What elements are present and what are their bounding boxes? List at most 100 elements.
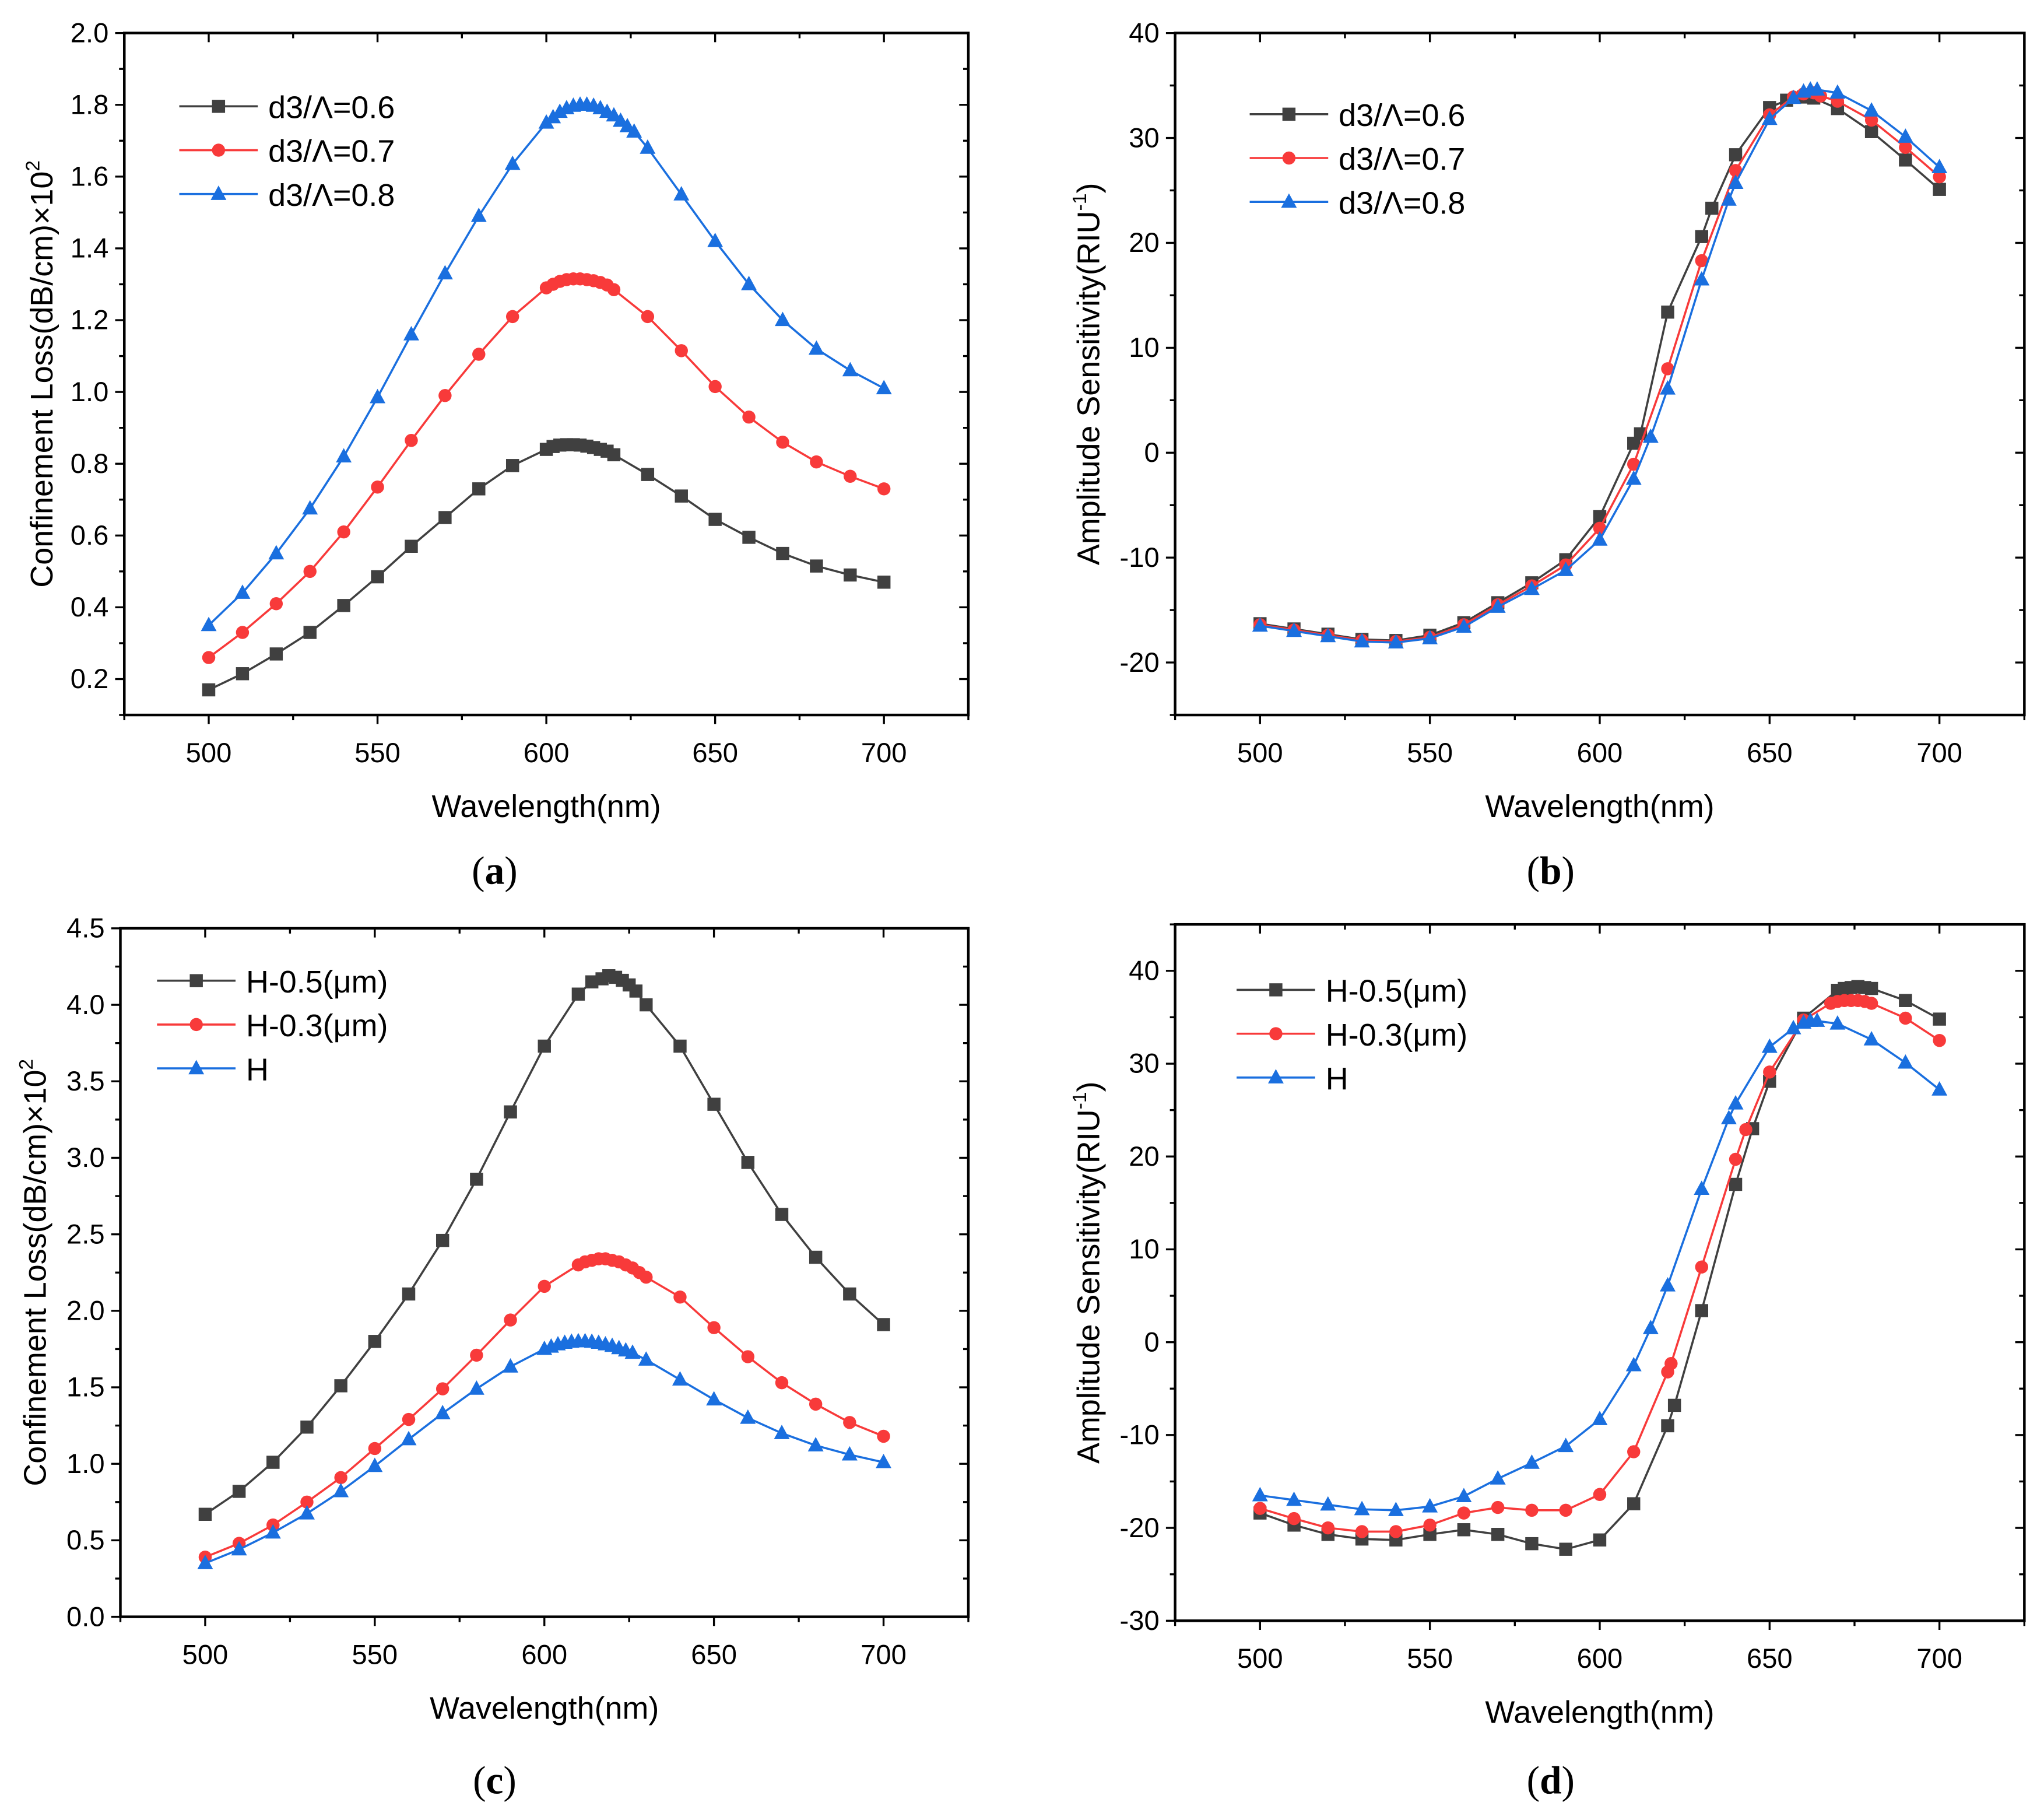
data-point	[436, 1233, 449, 1247]
y-tick-label: 10	[1129, 332, 1159, 363]
data-point	[1864, 125, 1878, 138]
data-point	[841, 1446, 858, 1461]
legend-marker-square	[212, 100, 226, 113]
data-point	[1695, 254, 1709, 268]
y-tick-label: 0.0	[66, 1601, 105, 1632]
caption-letter: d	[1540, 1759, 1561, 1803]
data-point	[202, 651, 216, 664]
legend-marker-triangle	[1281, 193, 1297, 208]
data-point	[438, 389, 452, 402]
legend-label: d3/Λ=0.7	[268, 134, 395, 169]
data-point	[774, 1425, 790, 1439]
y-tick-label: 0.2	[71, 663, 109, 694]
plot-frame	[122, 31, 970, 717]
legend-item: H-0.5(μm)	[157, 965, 388, 1000]
data-point	[741, 275, 757, 290]
data-point	[1667, 1398, 1681, 1412]
data-point	[640, 998, 653, 1012]
data-point	[504, 1313, 517, 1327]
y-tick-label: 0	[1144, 437, 1159, 468]
x-tick-label: 500	[1237, 1643, 1283, 1674]
y-tick-label: 20	[1129, 1141, 1159, 1172]
data-point	[371, 481, 384, 494]
caption-paren: (	[1527, 849, 1540, 893]
data-point	[808, 340, 824, 355]
y-axis-label-superscript: 2	[22, 160, 44, 171]
data-point	[472, 482, 486, 496]
x-tick-label: 650	[691, 1639, 737, 1670]
data-point	[1320, 627, 1336, 643]
y-axis-label-main: Amplitude Sensitivity(RIU	[1071, 1109, 1106, 1464]
legend-marker-square	[189, 974, 203, 987]
data-point	[1491, 1528, 1505, 1541]
y-axis-label-tail: )	[1071, 183, 1106, 194]
data-point	[232, 1485, 246, 1498]
data-point	[368, 1335, 382, 1348]
data-point	[402, 1287, 416, 1301]
legend-marker-circle	[189, 1018, 203, 1032]
data-point	[470, 1348, 483, 1362]
data-point	[1720, 1110, 1737, 1125]
legend-item: d3/Λ=0.8	[179, 178, 395, 213]
data-point	[368, 1442, 382, 1456]
series-triangle	[1252, 1012, 1948, 1516]
data-point	[303, 626, 317, 639]
data-point	[300, 1495, 314, 1509]
data-point	[334, 1471, 347, 1485]
y-tick-label: 40	[1129, 955, 1159, 986]
data-point	[1625, 470, 1642, 485]
data-point	[1523, 1454, 1540, 1469]
data-point	[197, 1555, 213, 1569]
series-circle	[198, 1252, 890, 1564]
data-point	[1897, 1054, 1913, 1069]
data-point	[1252, 617, 1268, 632]
data-point	[707, 1321, 721, 1334]
x-axis-label: Wavelength(nm)	[430, 1691, 659, 1726]
data-point	[1694, 271, 1710, 286]
y-tick-label: 1.2	[71, 304, 109, 335]
data-point	[876, 380, 892, 395]
data-point	[1933, 1033, 1946, 1047]
data-point	[470, 1172, 483, 1186]
data-point	[300, 1421, 314, 1434]
data-point	[1490, 1470, 1506, 1485]
data-point	[1355, 1525, 1369, 1538]
data-point	[624, 1344, 641, 1359]
y-tick-label: 1.0	[71, 376, 109, 407]
data-point	[640, 139, 656, 154]
panel-caption: (b)	[1527, 849, 1575, 893]
data-point	[607, 448, 621, 462]
data-point	[638, 1351, 654, 1366]
data-point	[810, 455, 823, 469]
y-tick-label: -20	[1120, 1512, 1160, 1543]
y-axis-label-main: Confinement Loss(dB/cm)×10	[24, 171, 59, 588]
data-point	[809, 1397, 823, 1411]
data-point	[1695, 1260, 1709, 1274]
data-point	[503, 1358, 519, 1373]
x-tick-label: 700	[1916, 1643, 1962, 1674]
y-tick-label: 0.5	[66, 1524, 105, 1555]
data-point	[1660, 380, 1676, 395]
data-point	[742, 531, 756, 544]
legend-item: H	[1237, 1061, 1348, 1096]
x-tick-label: 550	[1407, 1643, 1453, 1674]
data-point	[201, 616, 217, 632]
x-tick-label: 550	[354, 737, 401, 768]
legend-item: H-0.3(μm)	[1237, 1018, 1467, 1053]
x-tick-label: 600	[1577, 737, 1623, 768]
data-point	[843, 1416, 856, 1429]
y-tick-label: -20	[1120, 647, 1160, 678]
data-point	[707, 233, 724, 247]
data-point	[236, 667, 250, 681]
data-point	[405, 433, 418, 447]
data-point	[1423, 1519, 1437, 1532]
data-point	[402, 1412, 416, 1426]
y-tick-label: 40	[1129, 17, 1159, 48]
data-point	[1729, 1152, 1743, 1166]
x-tick-label: 550	[1407, 737, 1453, 768]
data-point	[1286, 1491, 1302, 1506]
data-point	[1558, 562, 1574, 576]
legend-label: d3/Λ=0.7	[1339, 142, 1465, 177]
data-point	[1829, 1015, 1846, 1030]
data-point	[1694, 1180, 1710, 1195]
